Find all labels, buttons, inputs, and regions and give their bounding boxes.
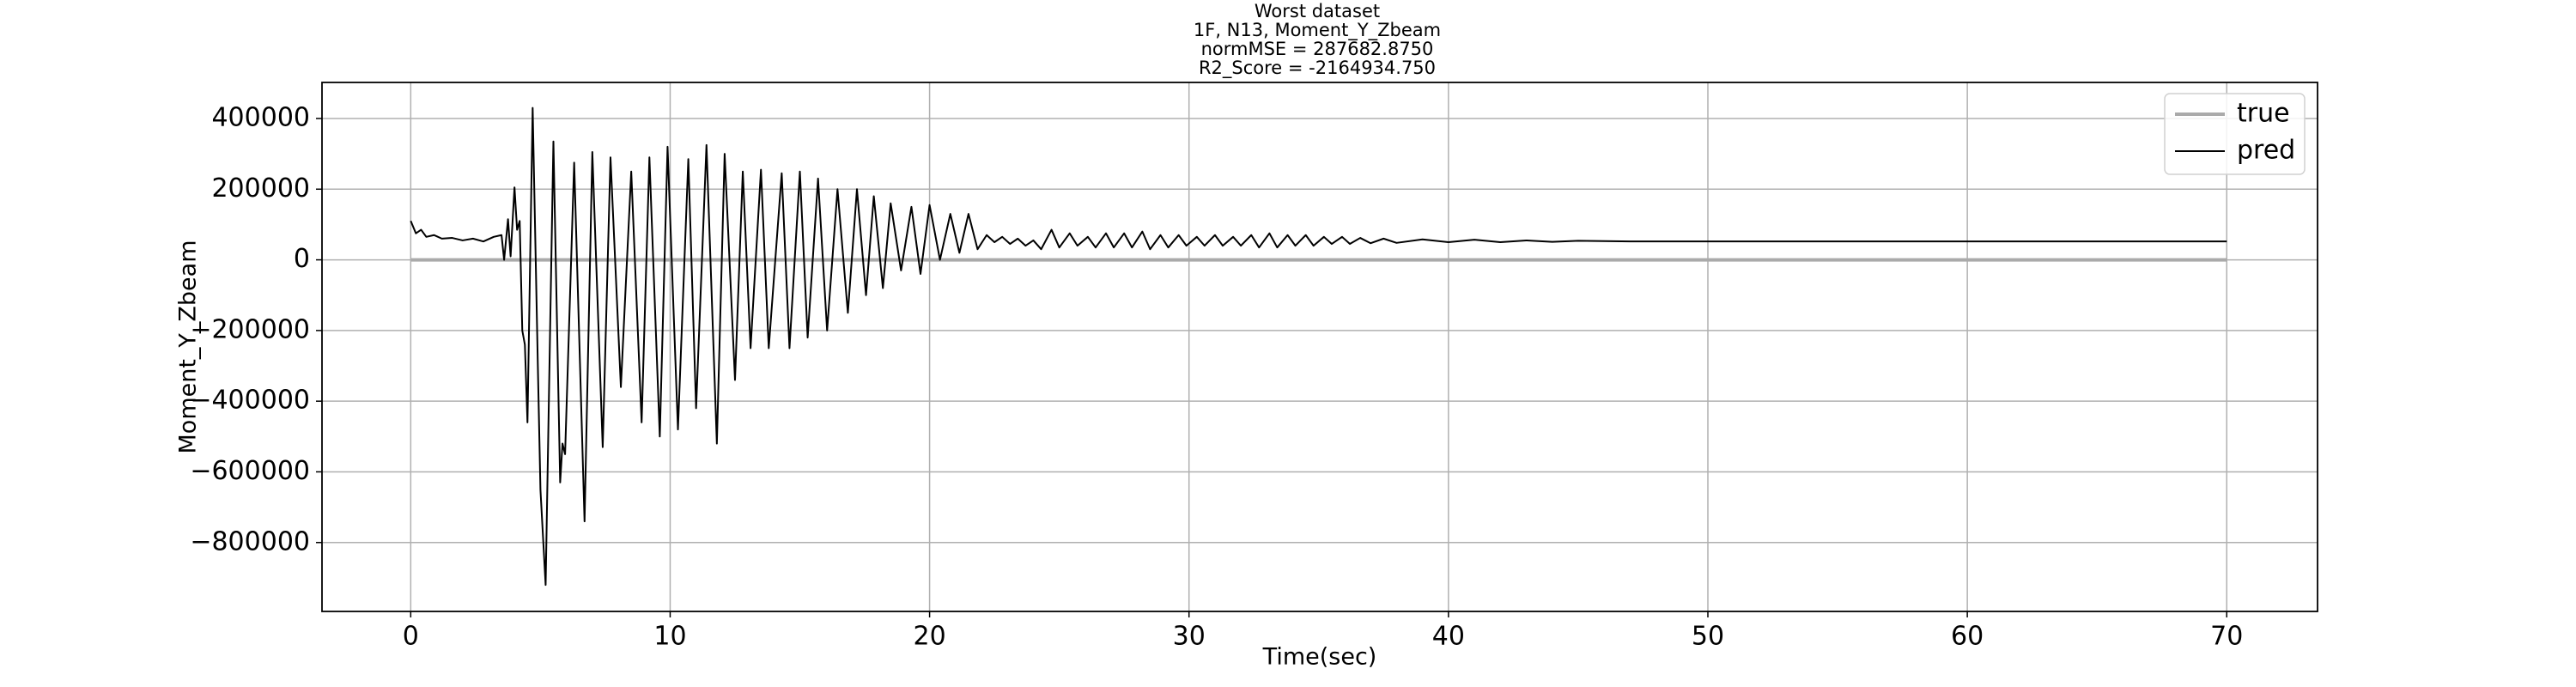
x-tick-label: 50 [1692,622,1724,652]
y-tick-label: −400000 [190,386,310,416]
chart-title: R2_Score = -2164934.750 [1199,58,1436,79]
x-tick-label: 70 [2210,622,2243,652]
x-tick-label: 40 [1432,622,1465,652]
y-tick-label: −800000 [190,526,310,556]
chart-title: normMSE = 287682.8750 [1201,39,1434,59]
y-tick-label: −600000 [190,456,310,486]
legend-label: true [2237,99,2290,129]
x-axis-label: Time(sec) [1262,644,1377,671]
y-axis-label: Moment_Y_Zbeam [175,240,202,453]
x-tick-label: 30 [1173,622,1206,652]
chart-title: Worst dataset [1255,1,1380,21]
y-tick-label: 400000 [211,102,310,132]
x-tick-label: 20 [913,622,945,652]
y-tick-label: 200000 [211,173,310,204]
y-tick-label: −200000 [190,314,310,344]
x-tick-label: 60 [1951,622,1984,652]
x-tick-label: 0 [403,622,419,652]
plot-frame [321,82,2318,612]
chart-title: 1F, N13, Moment_Y_Zbeam [1194,20,1441,41]
legend-label: pred [2237,136,2295,166]
y-tick-label: 0 [294,244,310,274]
series-line [410,106,2227,587]
x-tick-label: 10 [653,622,686,652]
